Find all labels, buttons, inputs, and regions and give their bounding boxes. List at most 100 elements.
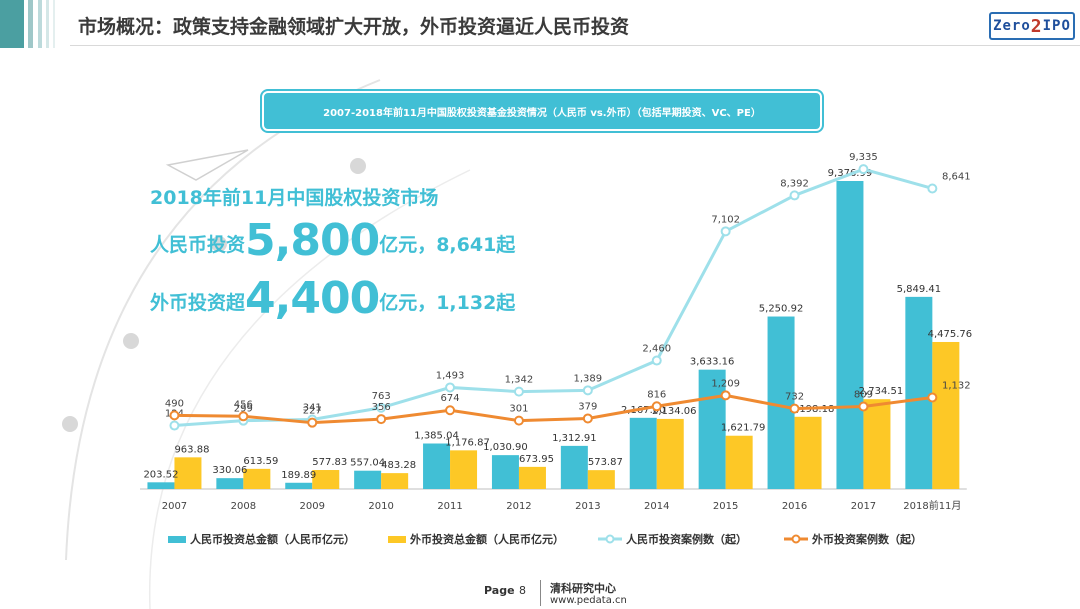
- footer-divider: [540, 580, 541, 606]
- logo: Zero 2 IPO: [989, 12, 1075, 40]
- bar-fx-amount: [587, 470, 615, 489]
- legend-label: 外币投资总金额（人民币亿元）: [410, 533, 564, 546]
- fx-count-label: 379: [578, 401, 597, 412]
- bar-rmb-amount: [905, 296, 933, 489]
- rmb-count-point: [582, 385, 593, 396]
- legend-label: 外币投资案例数（起）: [812, 533, 922, 546]
- data-label-fx-amount: 613.59: [243, 456, 278, 467]
- rmb-count-point: [169, 420, 180, 431]
- fx-count-label: 227: [303, 406, 322, 417]
- fx-count-line: [174, 393, 933, 425]
- fx-count-point: [445, 405, 456, 416]
- footer-page-label: Page: [484, 584, 515, 597]
- bar-rmb-amount: [491, 455, 519, 489]
- fx-count-point: [513, 415, 524, 426]
- fx-count-label: 490: [165, 398, 184, 409]
- highlight-fx-amount: 4,400: [245, 273, 380, 324]
- x-tick-label: 2015: [713, 501, 738, 512]
- bar-rmb-amount: [423, 443, 451, 489]
- fx-count-label: 356: [372, 402, 391, 413]
- data-label-rmb-amount: 557.04: [350, 458, 385, 469]
- rmb-count-point: [513, 386, 524, 397]
- rmb-count-point: [858, 164, 869, 175]
- legend-fx-count: 外币投资案例数（起）: [784, 531, 922, 547]
- rmb-count-point: [651, 355, 662, 366]
- header-divider: [70, 45, 1080, 46]
- rmb-count-label: 299: [234, 404, 253, 415]
- footer-url: www.pedata.cn: [550, 595, 627, 606]
- data-label-rmb-amount: 1,312.91: [552, 433, 597, 444]
- highlight-rmb-prefix: 人民币投资: [150, 234, 246, 256]
- fx-count-point: [720, 390, 731, 401]
- bar-fx-amount: [932, 341, 960, 489]
- rmb-count-label: 7,102: [711, 214, 740, 225]
- legend-rmb-amount: 人民币投资总金额（人民币亿元）: [168, 531, 355, 547]
- legend-label: 人民币投资案例数（起）: [626, 533, 747, 546]
- rmb-count-label: 8,641: [942, 171, 971, 182]
- legend-fx-amount: 外币投资总金额（人民币亿元）: [388, 531, 564, 547]
- rmb-count-point: [445, 382, 456, 393]
- x-tick-label: 2008: [231, 501, 256, 512]
- fx-count-label: 301: [509, 404, 528, 415]
- highlight-rmb-amount: 5,800: [245, 215, 380, 266]
- x-tick-label: 2009: [300, 501, 325, 512]
- bar-fx-amount: [450, 450, 478, 489]
- data-label-rmb-amount: 189.89: [281, 470, 316, 481]
- legend-rmb-count: 人民币投资案例数（起）: [598, 531, 747, 547]
- rmb-count-point: [927, 183, 938, 194]
- data-label-rmb-amount: 2,167.00: [621, 405, 666, 416]
- bar-rmb-amount: [285, 482, 313, 489]
- bar-fx-amount: [381, 473, 409, 489]
- legend-swatch-orange-line: [784, 534, 808, 544]
- data-label-fx-amount: 963.88: [174, 444, 209, 455]
- legend-swatch-yellow: [388, 535, 406, 543]
- data-label-fx-amount: 2,734.51: [859, 386, 904, 397]
- bar-fx-amount: [656, 418, 684, 489]
- highlight-fx-prefix: 外币投资超: [150, 292, 246, 314]
- corner-decoration: [0, 0, 55, 48]
- bar-rmb-amount: [216, 478, 244, 489]
- bar-fx-amount: [518, 466, 546, 489]
- x-tick-label: 2011: [437, 501, 462, 512]
- fx-count-label: 456: [234, 399, 253, 410]
- fx-count-point: [582, 413, 593, 424]
- bar-rmb-amount: [698, 369, 726, 489]
- rmb-count-point: [789, 190, 800, 201]
- data-label-fx-amount: 4,475.76: [928, 329, 973, 340]
- data-label-fx-amount: 2,134.06: [652, 406, 697, 417]
- fx-count-label: 816: [647, 389, 666, 400]
- data-label-rmb-amount: 203.52: [143, 469, 178, 480]
- x-tick-label: 2010: [368, 501, 393, 512]
- data-label-fx-amount: 1,621.79: [721, 423, 766, 434]
- data-label-rmb-amount: 1,030.90: [483, 442, 528, 453]
- bar-fx-amount: [174, 457, 202, 489]
- rmb-count-label: 9,335: [849, 152, 878, 163]
- rmb-count-label: 1,342: [505, 375, 534, 386]
- data-label-rmb-amount: 5,250.92: [759, 304, 804, 315]
- x-tick-label: 2007: [162, 501, 187, 512]
- rmb-count-point: [720, 226, 731, 237]
- data-label-rmb-amount: 330.06: [212, 465, 247, 476]
- x-tick-label: 2014: [644, 501, 669, 512]
- fx-count-point: [376, 414, 387, 425]
- page-title: 市场概况：政策支持金融领域扩大开放，外币投资逼近人民币投资: [78, 16, 630, 38]
- rmb-count-label: 763: [372, 391, 391, 402]
- x-tick-label: 2017: [851, 501, 876, 512]
- bar-rmb-amount: [354, 470, 382, 489]
- footer-org: 清科研究中心: [550, 582, 616, 595]
- bar-rmb-amount: [147, 482, 175, 489]
- data-label-fx-amount: 1,176.87: [445, 437, 490, 448]
- highlight-rmb-suffix: 亿元，8,641起: [379, 234, 516, 256]
- data-label-fx-amount: 577.83: [312, 457, 347, 468]
- bar-fx-amount: [725, 435, 753, 489]
- legend-swatch-teal: [168, 535, 186, 543]
- bar-fx-amount: [312, 470, 340, 489]
- highlight-rmb: 人民币投资5,800亿元，8,641起: [150, 215, 515, 266]
- x-tick-label: 2012: [506, 501, 531, 512]
- chart-title: 2007-2018年前11月中国股权投资基金投资情况（人民币 vs.外币）（包括…: [262, 91, 822, 131]
- fx-count-point: [858, 401, 869, 412]
- fx-count-point: [789, 403, 800, 414]
- rmb-count-label: 1,389: [574, 373, 603, 384]
- x-tick-label: 2016: [782, 501, 807, 512]
